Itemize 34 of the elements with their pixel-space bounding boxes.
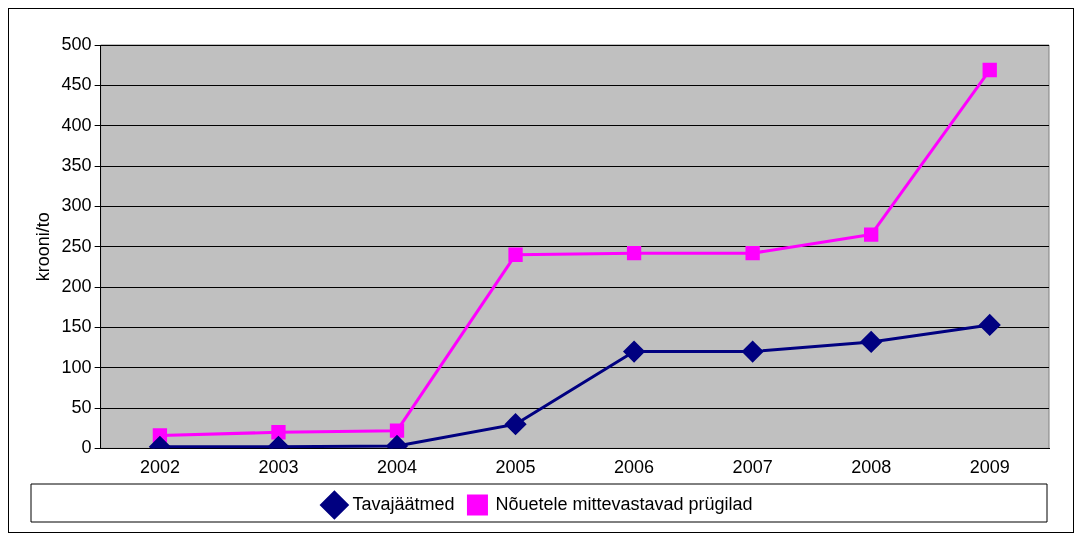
x-tick-label: 2007 [732,457,773,478]
y-tick-label: 150 [61,316,92,337]
point [979,314,1001,336]
y-tick-label: 250 [61,235,92,256]
y-axis-title: krooni/to [32,212,53,282]
y-tick-label: 300 [61,195,92,216]
x-tick-label: 2004 [376,457,418,478]
point [745,246,760,261]
point [860,331,882,353]
y-tick-label: 100 [61,356,92,377]
y-tick-label: 200 [61,276,92,297]
x-tick-label: 2002 [139,457,180,478]
point [982,62,997,78]
point [626,246,642,261]
legend-label: Tavajäätmed [352,493,455,514]
point [271,425,286,440]
x-tick-label: 2003 [258,457,299,478]
y-tick-label: 400 [61,114,92,135]
x-tick-label: 2008 [851,457,892,478]
point [505,413,527,435]
point [389,423,405,438]
point [623,341,645,363]
point [864,227,879,242]
x-tick-label: 2005 [495,457,536,478]
point [742,341,764,363]
legend-label: Nõuetele mittevastavad prügilad [495,493,753,514]
x-tick-label: 2006 [614,457,655,478]
point [508,247,523,262]
y-tick-label: 0 [81,437,92,458]
x-tick-label: 2009 [969,457,1010,478]
y-tick-label: 450 [61,74,92,95]
y-tick-label: 500 [61,33,92,54]
y-tick-label: 50 [71,397,92,418]
y-tick-label: 350 [61,154,92,175]
